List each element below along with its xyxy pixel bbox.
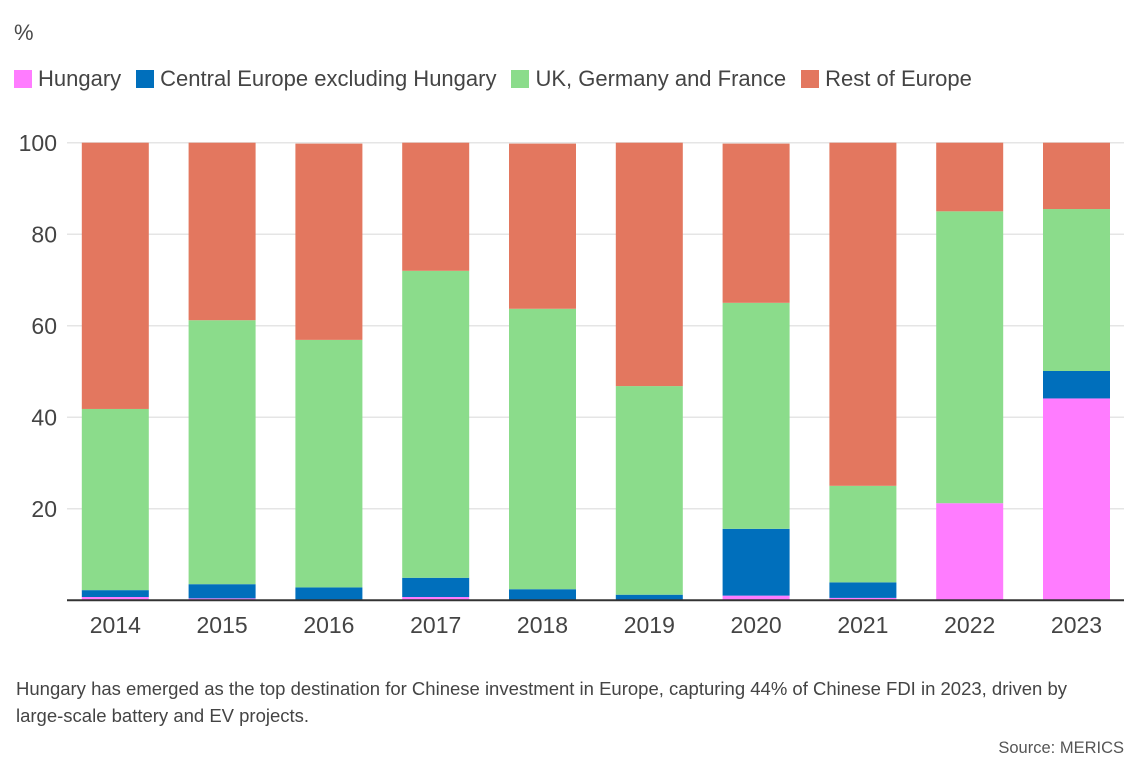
bar-segment-central-europe-excluding-hungary-2017	[402, 577, 470, 597]
bar-segment-uk-germany-and-france-2016	[295, 339, 363, 588]
bar-segment-rest-of-europe-2019	[615, 142, 683, 387]
bar-segment-uk-germany-and-france-2014	[81, 408, 149, 591]
chart-legend: Hungary Central Europe excluding Hungary…	[14, 64, 987, 94]
legend-swatch-uk-germany-france	[511, 70, 530, 88]
bar-stack-2015	[188, 142, 256, 601]
source-note: Source: MERICS	[998, 739, 1124, 757]
legend-swatch-central-europe	[136, 70, 155, 88]
y-tick-label: 40	[31, 405, 57, 431]
bar-segment-central-europe-excluding-hungary-2018	[509, 589, 576, 601]
legend-item-rest-of-europe: Rest of Europe	[801, 65, 972, 93]
bar-stack-2017	[402, 142, 470, 601]
bar-stack-2020	[722, 143, 790, 601]
bar-segment-central-europe-excluding-hungary-2016	[295, 587, 363, 601]
bar-segment-uk-germany-and-france-2017	[402, 270, 470, 578]
bar-segment-rest-of-europe-2018	[509, 143, 576, 309]
x-tick-label: 2019	[624, 612, 675, 638]
x-tick-label: 2014	[90, 612, 141, 638]
legend-item-uk-germany-france: UK, Germany and France	[511, 65, 786, 93]
bar-segment-central-europe-excluding-hungary-2019	[615, 594, 683, 601]
bar-segment-hungary-2020	[722, 595, 790, 601]
legend-item-central-europe: Central Europe excluding Hungary	[136, 65, 496, 93]
legend-item-hungary: Hungary	[14, 65, 121, 93]
bar-segment-hungary-2023	[1043, 398, 1110, 601]
bar-stack-2019	[615, 142, 683, 601]
y-tick-label: 80	[31, 222, 57, 248]
x-tick-label: 2015	[197, 612, 248, 638]
legend-label-central-europe: Central Europe excluding Hungary	[160, 66, 497, 91]
bar-segment-uk-germany-and-france-2020	[722, 302, 790, 529]
bar-segment-central-europe-excluding-hungary-2023	[1043, 370, 1110, 399]
x-tick-label: 2022	[944, 612, 995, 638]
bar-stack-2016	[295, 143, 363, 601]
bar-segment-rest-of-europe-2022	[936, 142, 1004, 212]
legend-label-hungary: Hungary	[38, 66, 122, 91]
bar-segment-uk-germany-and-france-2021	[829, 485, 897, 583]
bar-segment-rest-of-europe-2016	[295, 143, 363, 340]
bar-stack-2023	[1043, 142, 1110, 601]
bar-segment-uk-germany-and-france-2015	[188, 320, 256, 585]
y-axis-unit-label: %	[14, 20, 34, 45]
bar-segment-uk-germany-and-france-2019	[615, 386, 683, 595]
legend-label-uk-germany-france: UK, Germany and France	[535, 66, 787, 91]
y-tick-label: 60	[31, 313, 57, 339]
legend-swatch-rest-of-europe	[801, 70, 820, 88]
y-tick-label: 100	[19, 130, 57, 156]
x-tick-label: 2023	[1051, 612, 1102, 638]
bar-segment-rest-of-europe-2023	[1043, 142, 1110, 210]
bar-stack-2021	[829, 142, 897, 601]
bar-segment-rest-of-europe-2014	[81, 142, 149, 409]
bar-segment-rest-of-europe-2015	[188, 142, 256, 321]
bar-segment-uk-germany-and-france-2018	[509, 308, 576, 590]
bar-segment-uk-germany-and-france-2023	[1043, 209, 1110, 371]
bar-segment-rest-of-europe-2020	[722, 143, 790, 303]
bar-segment-hungary-2022	[936, 503, 1004, 601]
bar-stack-2022	[936, 142, 1004, 601]
bar-segment-central-europe-excluding-hungary-2015	[188, 584, 256, 599]
x-tick-label: 2017	[410, 612, 461, 638]
legend-swatch-hungary	[14, 70, 32, 88]
bar-segment-uk-germany-and-france-2022	[936, 211, 1004, 504]
x-tick-label: 2021	[837, 612, 888, 638]
bars	[81, 142, 1110, 601]
x-tick-label: 2016	[303, 612, 354, 638]
chart-caption: Hungary has emerged as the top destinati…	[16, 678, 1067, 726]
legend-label-rest-of-europe: Rest of Europe	[825, 66, 972, 91]
bar-segment-central-europe-excluding-hungary-2020	[722, 528, 790, 596]
x-tick-label: 2018	[517, 612, 568, 638]
bar-segment-central-europe-excluding-hungary-2021	[829, 582, 897, 598]
bar-segment-rest-of-europe-2017	[402, 142, 470, 271]
y-tick-label: 20	[31, 496, 57, 522]
bar-segment-rest-of-europe-2021	[829, 142, 897, 486]
bar-stack-2018	[509, 143, 576, 601]
bar-stack-2014	[81, 142, 149, 601]
bar-segment-hungary-2021	[829, 597, 897, 601]
bar-segment-central-europe-excluding-hungary-2014	[81, 590, 149, 597]
x-tick-label: 2020	[731, 612, 782, 638]
bar-segment-hungary-2014	[81, 596, 149, 601]
bar-segment-hungary-2017	[402, 596, 470, 601]
